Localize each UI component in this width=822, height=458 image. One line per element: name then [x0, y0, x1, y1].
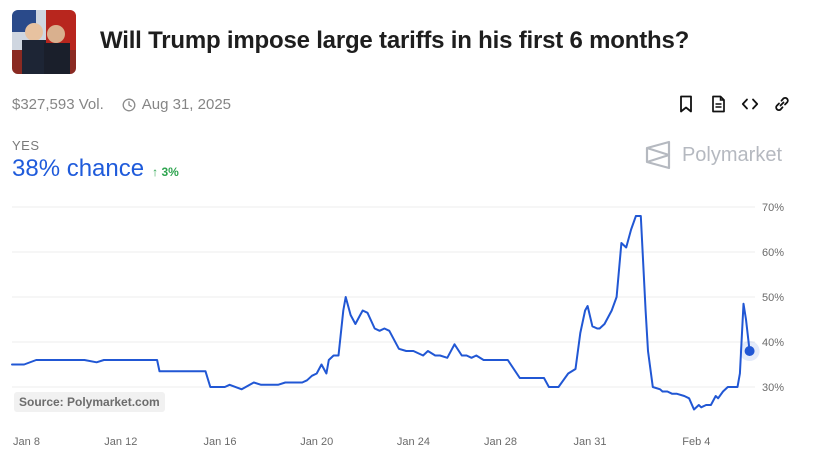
- x-tick-label: Jan 16: [203, 436, 236, 448]
- embed-icon[interactable]: [740, 94, 760, 114]
- x-tick-label: Jan 28: [484, 436, 517, 448]
- outcome-label: YES: [12, 138, 40, 153]
- link-icon[interactable]: [772, 94, 792, 114]
- y-tick-label: 30%: [762, 382, 784, 394]
- polymarket-brand: Polymarket: [644, 140, 782, 170]
- action-toolbar: [676, 94, 792, 114]
- document-icon[interactable]: [708, 94, 728, 114]
- market-title: Will Trump impose large tariffs in his f…: [100, 27, 690, 54]
- bookmark-icon[interactable]: [676, 94, 696, 114]
- series-line-yes: [11, 215, 751, 411]
- chance-delta: ↑ 3%: [152, 165, 179, 179]
- y-tick-label: 60%: [762, 247, 784, 259]
- x-tick-label: Jan 24: [397, 436, 430, 448]
- y-tick-label: 40%: [762, 337, 784, 349]
- chance-display: 38% chance ↑ 3%: [12, 155, 179, 183]
- end-date-text: Aug 31, 2025: [141, 96, 232, 113]
- polymarket-logo-icon: [645, 140, 671, 170]
- x-tick-label: Feb 4: [682, 436, 710, 448]
- y-tick-label: 50%: [762, 292, 784, 304]
- y-tick-label: 70%: [762, 202, 784, 214]
- x-tick-label: Jan 12: [104, 436, 137, 448]
- market-thumbnail-image: [12, 10, 76, 74]
- x-tick-label: Jan 8: [13, 436, 40, 448]
- source-label: Source: Polymarket.com: [14, 392, 165, 412]
- arrow-up-icon: ↑: [152, 165, 162, 179]
- volume-text: $327,593 Vol.: [12, 96, 104, 113]
- chance-value: 38% chance: [12, 155, 145, 182]
- market-thumbnail: [12, 10, 76, 74]
- market-meta: $327,593 Vol. Aug 31, 2025: [12, 96, 231, 113]
- x-tick-label: Jan 31: [573, 436, 606, 448]
- chance-delta-value: 3%: [161, 165, 179, 179]
- x-tick-label: Jan 20: [300, 436, 333, 448]
- clock-icon: [122, 98, 136, 112]
- price-history-chart[interactable]: 30% 40% 50% 60% 70% Jan 8 Jan 12 Jan 16 Jan 20 Ja…: [0, 195, 822, 458]
- last-point-marker: [744, 346, 755, 356]
- brand-name: Polymarket: [681, 143, 782, 166]
